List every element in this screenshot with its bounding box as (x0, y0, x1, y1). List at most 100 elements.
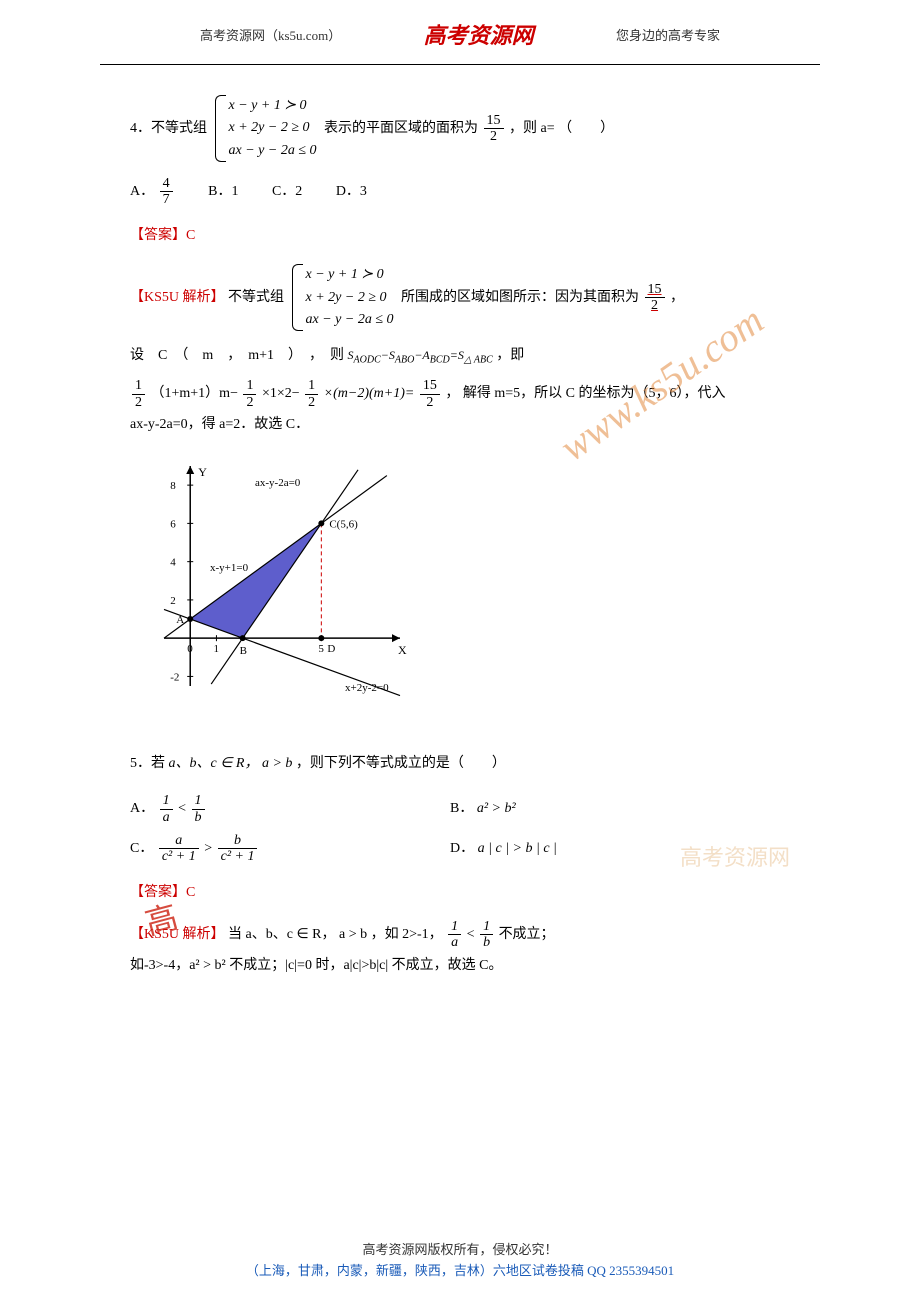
h3n: 1 (305, 378, 318, 394)
earea-den: 2 (645, 298, 665, 313)
rhsd: 2 (420, 395, 440, 410)
svg-text:6: 6 (170, 518, 176, 530)
opt5d: a | c | > b | c | (478, 841, 557, 856)
svg-text:C(5,6): C(5,6) (329, 518, 358, 530)
explain-4-label: 【KS5U 解析】 (130, 290, 225, 305)
page-footer: 高考资源网版权所有，侵权必究！ （上海，甘肃，内蒙，新疆，陕西，吉林）六地区试卷… (0, 1240, 920, 1282)
header-logo-text: 高考资源网 (424, 18, 534, 50)
header-left: 高考资源网（ks5u.com） (200, 25, 341, 44)
chart-svg: XY015-22468ax-y-2a=0x-y+1=0x+2y-2=0ABDC(… (130, 456, 410, 716)
opt5a-ln: 1 (160, 793, 173, 809)
answer-5: 【答案】C (130, 878, 790, 909)
opt5c-l: a c² + 1 (159, 833, 199, 865)
problem-4: 4．不等式组 x − y + 1 ≻ 0 x + 2y − 2 ≥ 0 ax −… (130, 95, 790, 729)
problem-4-tail: ，则 a= （ ） (509, 121, 614, 136)
svg-text:Y: Y (198, 465, 207, 479)
answer-5-label: 【答案】 (130, 885, 186, 900)
rhsn: 15 (420, 378, 440, 394)
opt5a-rn: 1 (192, 793, 205, 809)
answer-4-label: 【答案】 (130, 228, 186, 243)
svg-text:X: X (398, 643, 407, 657)
opt5c-r: b c² + 1 (218, 833, 258, 865)
e5-f2: 1 b (480, 919, 493, 951)
problem-4-cases: x − y + 1 ≻ 0 x + 2y − 2 ≥ 0 ax − y − 2a… (215, 95, 317, 162)
opt5d-label: D． (450, 841, 474, 856)
half-3: 1 2 (305, 378, 318, 410)
case-3: ax − y − 2a ≤ 0 (229, 140, 317, 162)
case-2: x + 2y − 2 ≥ 0 (229, 117, 317, 139)
ecase-2: x + 2y − 2 ≥ 0 (306, 287, 394, 309)
area-num: 15 (484, 113, 504, 129)
area-den: 2 (484, 129, 504, 144)
problem-4-options: A． 4 7 B．1 C．2 D．3 (130, 172, 790, 211)
case-1: x − y + 1 ≻ 0 (229, 95, 317, 117)
ecase-3: ax − y − 2a ≤ 0 (306, 309, 394, 331)
opt5b-label: B． (450, 801, 473, 816)
explain-5-text2: 如-3>-4，a² > b² 不成立；|c|=0 时，a|c|>b|c| 不成立… (130, 951, 790, 982)
e5f1n: 1 (448, 919, 461, 935)
answer-5-value: C (186, 885, 195, 900)
svg-text:x-y+1=0: x-y+1=0 (210, 562, 249, 574)
opt5a-label: A． (130, 801, 154, 816)
header-right: 您身边的高考专家 (616, 25, 720, 44)
explain-4-line4: ax-y-2a=0，得 a=2．故选 C． (130, 410, 790, 441)
explain-4-area-eq: SAODC−SABO−ABCD=S△ ABC (348, 348, 493, 362)
problem-5: 5．若 a、b、c ∈ R， a > b ，则下列不等式成立的是（ ） A． 1… (130, 749, 790, 982)
explain-4-text3: ， (670, 290, 684, 305)
svg-text:1: 1 (213, 643, 219, 655)
problem-5-options: A． 1 a < 1 b B． a² > b² (130, 789, 790, 867)
svg-text:D: D (327, 643, 335, 655)
region-chart: XY015-22468ax-y-2a=0x-y+1=0x+2y-2=0ABDC(… (130, 456, 790, 729)
problem-4-area: 15 2 (484, 113, 504, 145)
e5-f1: 1 a (448, 919, 461, 951)
svg-text:-2: -2 (170, 671, 179, 683)
opt5c-ld: c² + 1 (159, 849, 199, 864)
opt5b: a² > b² (477, 801, 516, 816)
line3-tail: ， 解得 m=5，所以 C 的坐标为（5，6），代入 (445, 386, 725, 401)
explain-5-text1b: 不成立； (499, 927, 555, 942)
svg-text:A: A (176, 614, 184, 626)
earea-num: 15 (645, 282, 665, 298)
svg-text:8: 8 (170, 480, 176, 492)
explain-4-cases: x − y + 1 ≻ 0 x + 2y − 2 ≥ 0 ax − y − 2a… (292, 264, 394, 331)
opt-b: B．1 (208, 172, 238, 211)
svg-text:ax-y-2a=0: ax-y-2a=0 (255, 477, 301, 489)
opt-a-fraction: 4 7 (160, 176, 173, 208)
svg-text:4: 4 (170, 556, 176, 568)
problem-5-text: ，则下列不等式成立的是（ ） (296, 756, 506, 771)
opt5c-ln: a (159, 833, 199, 849)
problem-4-number: 4．不等式组 (130, 121, 207, 136)
page-header: 高考资源网（ks5u.com） 高考资源网 您身边的高考专家 (100, 0, 820, 65)
line3-prefix: （1+m+1）m− (151, 386, 238, 401)
answer-4-value: C (186, 228, 195, 243)
explain-4-area: 15 2 (645, 282, 665, 314)
svg-text:5: 5 (318, 643, 324, 655)
opt-c: C．2 (272, 172, 302, 211)
half-2: 1 2 (243, 378, 256, 410)
problem-5-number: 5．若 (130, 756, 165, 771)
svg-text:0: 0 (187, 643, 193, 655)
footer-line2: （上海，甘肃，内蒙，新疆，陕西，吉林）六地区试卷投稿 QQ 2355394501 (0, 1261, 920, 1282)
explain-4-text1: 不等式组 (228, 290, 284, 305)
explain-5-text1: 当 a、b、c ∈ R， a > b ，如 2>-1， (228, 927, 443, 942)
opt-a-den: 7 (160, 192, 173, 207)
footer-line1: 高考资源网版权所有，侵权必究！ (0, 1240, 920, 1261)
svg-text:x+2y-2=0: x+2y-2=0 (345, 682, 389, 694)
e5f2d: b (480, 935, 493, 950)
opt5c-rn: b (218, 833, 258, 849)
explain-4-line2b: ，即 (496, 348, 524, 363)
h2n: 1 (243, 378, 256, 394)
explain-4-text2: 所围成的区域如图所示：因为其面积为 (401, 290, 639, 305)
opt5a-l: 1 a (160, 793, 173, 825)
h1n: 1 (132, 378, 145, 394)
rhs-frac: 15 2 (420, 378, 440, 410)
e5f1d: a (448, 935, 461, 950)
explain-4-line2a: 设 C （ m ， m+1 ） ， 则 (130, 348, 344, 363)
h2d: 2 (243, 395, 256, 410)
answer-4: 【答案】C (130, 221, 790, 252)
opt5a-r: 1 b (192, 793, 205, 825)
opt-a-num: 4 (160, 176, 173, 192)
opt5a-ld: a (160, 810, 173, 825)
ecase-1: x − y + 1 ≻ 0 (306, 264, 394, 286)
svg-text:2: 2 (170, 595, 176, 607)
